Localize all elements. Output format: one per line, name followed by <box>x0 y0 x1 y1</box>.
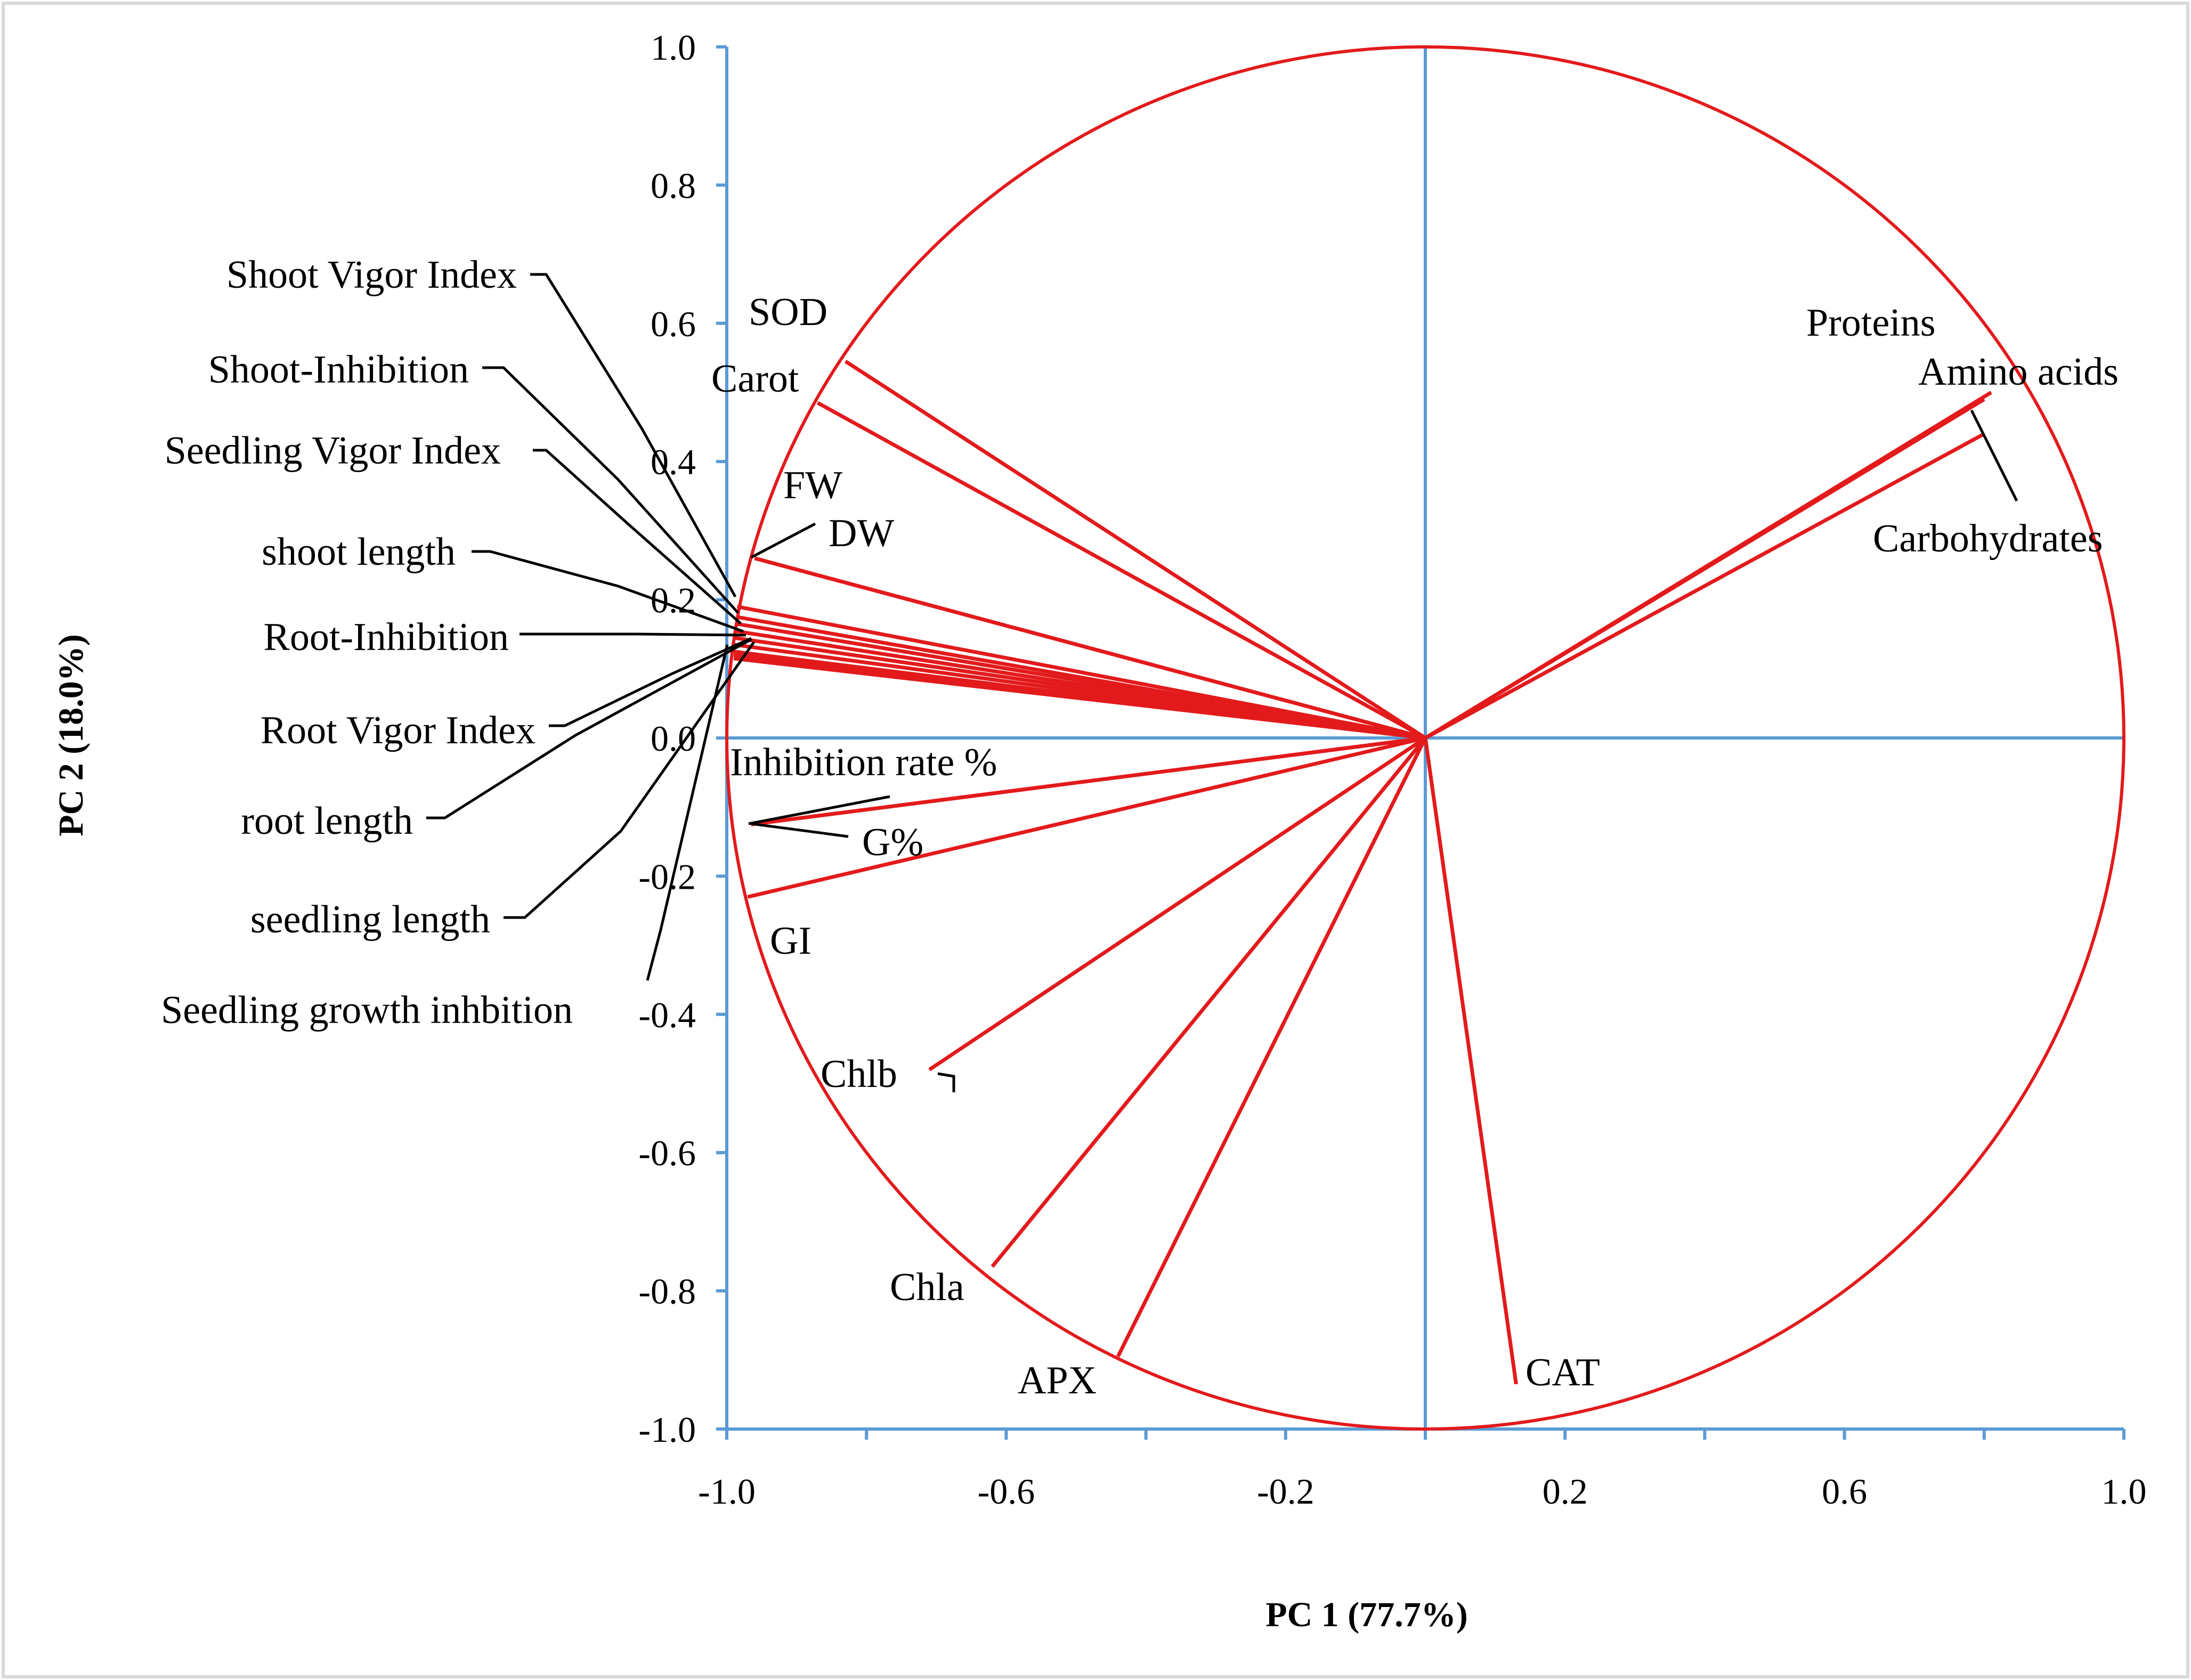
y-axis-title: PC 2 (18.0%) <box>52 634 91 836</box>
label-shoot-length: shoot length <box>262 530 456 574</box>
y-tick-label: 0.6 <box>651 304 696 344</box>
x-tick-label: 0.6 <box>1822 1471 1867 1512</box>
leader-seedling-vigor-index <box>533 449 742 624</box>
y-tick-label: -0.2 <box>638 856 696 897</box>
x-tick-label: -1.0 <box>698 1471 756 1512</box>
vector-gpct <box>751 736 1426 826</box>
leader-shoot-inhibition <box>482 366 739 614</box>
label-seedling-vigor-index: Seedling Vigor Index <box>165 429 501 473</box>
vector-layer <box>733 360 1992 1385</box>
label-amino-acids: Amino acids <box>1918 350 2119 394</box>
x-tick-label: -0.6 <box>978 1471 1035 1512</box>
label-chlb: Chlb <box>821 1052 897 1096</box>
vector-gi <box>747 736 1426 899</box>
vector-seedling-growth-inhbition <box>733 656 1426 740</box>
label-carot: Carot <box>711 357 799 401</box>
x-tick-label: 0.2 <box>1543 1471 1588 1512</box>
circle-layer <box>725 45 2125 1431</box>
label-cat: CAT <box>1525 1351 1600 1394</box>
leader-dw <box>750 522 816 559</box>
leader-inhibition-rate <box>748 795 890 825</box>
label-layer: SOD Carot FW DW Shoot Vigor Index Shoot-Inhib… <box>161 253 2119 1402</box>
leader-g-pct <box>751 822 849 838</box>
label-dw: DW <box>829 512 894 555</box>
label-carbohydrates: Carbohydrates <box>1873 517 2103 561</box>
vector-chlb <box>928 736 1426 1072</box>
leader-shoot-vigor-index <box>530 273 737 598</box>
vector-carbohydrates <box>1424 432 1985 740</box>
y-tick-label: -1.0 <box>638 1409 696 1450</box>
label-gpct: G% <box>862 821 923 864</box>
leader-carbohydrates <box>1970 409 2018 502</box>
label-seedling-length: seedling length <box>250 898 490 942</box>
leader-root-length <box>426 638 752 819</box>
vector-apx <box>1116 737 1427 1358</box>
label-fw: FW <box>783 464 842 507</box>
label-apx: APX <box>1018 1359 1097 1402</box>
label-root-inhibition: Root-Inhibition <box>264 615 509 659</box>
leader-seedling-growth-inhbition <box>646 644 729 981</box>
label-gi: GI <box>770 919 812 963</box>
y-tick-label: 0.0 <box>651 718 696 759</box>
label-chla: Chla <box>890 1265 964 1309</box>
leader-seedling-length <box>504 641 756 919</box>
leader-root-inhibition <box>520 632 746 637</box>
label-proteins: Proteins <box>1806 301 1936 345</box>
label-seedling-growth-inhbition: Seedling growth inhbition <box>161 988 573 1032</box>
label-inhibition-rate-pct: Inhibition rate % <box>730 741 997 784</box>
leader-layer <box>426 273 2018 1092</box>
label-shoot-inhibition: Shoot-Inhibition <box>208 348 469 392</box>
label-root-length: root length <box>241 799 413 843</box>
leader-chlb <box>937 1072 955 1092</box>
x-tick-label: -0.2 <box>1257 1471 1314 1512</box>
y-tick-label: 0.4 <box>651 442 696 482</box>
x-axis-title: PC 1 (77.7%) <box>1265 1595 1467 1634</box>
label-root-vigor-index: Root Vigor Index <box>261 709 535 752</box>
y-tick-label: -0.6 <box>638 1133 696 1173</box>
leader-shoot-length <box>472 550 744 633</box>
y-tick-label: -0.4 <box>638 995 696 1035</box>
label-shoot-vigor-index: Shoot Vigor Index <box>226 253 517 297</box>
vector-cat <box>1423 737 1518 1385</box>
vector-dw <box>754 556 1426 740</box>
vector-carot <box>816 401 1426 740</box>
label-sod: SOD <box>749 290 827 334</box>
leader-root-vigor-index <box>549 637 752 727</box>
x-tick-label: 1.0 <box>2101 1471 2147 1512</box>
y-tick-label: -0.8 <box>638 1271 696 1312</box>
y-tick-label: 0.8 <box>651 165 696 206</box>
correlation-circle <box>725 45 2125 1431</box>
y-tick-label: 1.0 <box>651 27 696 68</box>
vector-chla <box>991 736 1427 1268</box>
vector-amino-acids <box>1424 397 1985 740</box>
vector-sod <box>844 360 1426 740</box>
